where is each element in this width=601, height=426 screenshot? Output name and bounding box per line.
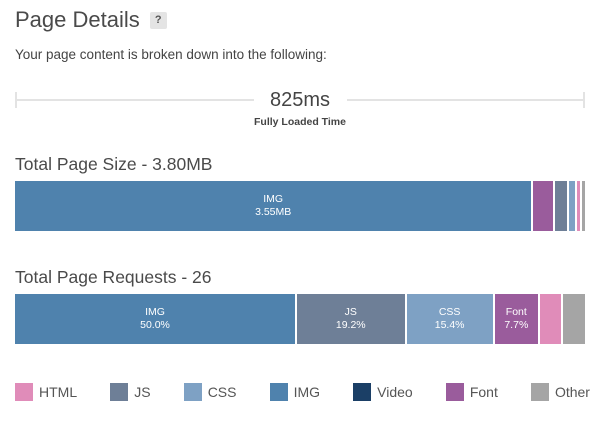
segment-css[interactable] [568, 181, 578, 231]
segment-value: 3.55MB [255, 206, 292, 218]
intro-text: Your page content is broken down into th… [15, 47, 327, 62]
legend-label: IMG [293, 384, 321, 400]
legend-swatch [530, 383, 549, 401]
segment-label: IMG [145, 306, 165, 318]
segment-value: 19.2% [335, 319, 366, 331]
segment-js[interactable] [555, 181, 569, 231]
page-requests-title: Total Page Requests - 26 [15, 267, 212, 287]
segment-label: Font [505, 306, 527, 318]
page-details-header: Page Details ? [15, 6, 167, 34]
legend-item-other: Other [530, 383, 590, 401]
legend-swatch [110, 383, 129, 401]
legend-item-font: Font [445, 383, 498, 401]
content-type-legend: HTML JS CSS IMG Video Font Other [15, 383, 590, 401]
segment-img[interactable]: IMG 3.55MB [15, 181, 534, 231]
fully-loaded-time-label: Fully Loaded Time [254, 116, 346, 128]
segment-value: 7.7% [504, 319, 529, 331]
legend-item-html: HTML [15, 383, 77, 401]
legend-swatch [15, 383, 33, 401]
legend-item-video: Video [353, 383, 413, 401]
help-button[interactable]: ? [149, 11, 167, 29]
segment-value: 15.4% [434, 319, 465, 331]
segment-html[interactable] [577, 181, 583, 231]
legend-swatch [183, 383, 202, 401]
legend-swatch [353, 383, 372, 401]
segment-img[interactable]: IMG 50.0% [15, 294, 297, 344]
page-size-bar: IMG 3.55MB [15, 181, 585, 231]
timeline-end-cap [583, 92, 585, 108]
legend-item-js: JS [110, 383, 151, 401]
segment-label: JS [344, 306, 357, 318]
timeline-line-left [15, 99, 254, 101]
segment-js[interactable]: JS 19.2% [297, 294, 407, 344]
segment-font[interactable] [533, 181, 556, 231]
legend-label: JS [134, 384, 151, 400]
page-requests-bar: IMG 50.0% JS 19.2% CSS 15.4% Font 7.7% [15, 294, 585, 344]
segment-other[interactable] [563, 294, 585, 344]
legend-label: HTML [39, 384, 78, 400]
fully-loaded-timeline: 825ms [15, 88, 585, 112]
segment-font[interactable]: Font 7.7% [494, 294, 540, 344]
segment-value: 50.0% [140, 319, 170, 331]
fully-loaded-time-value: 825ms [269, 89, 331, 111]
legend-label: Font [469, 384, 498, 400]
page-title: Page Details [15, 7, 140, 32]
segment-label: IMG [263, 193, 284, 205]
segment-html[interactable] [539, 294, 564, 344]
segment-other[interactable] [582, 181, 585, 231]
legend-label: Other [554, 384, 590, 400]
timeline-line-right [347, 99, 585, 101]
page-size-title: Total Page Size - 3.80MB [15, 154, 213, 174]
segment-label: CSS [438, 306, 461, 318]
segment-css[interactable]: CSS 15.4% [406, 294, 495, 344]
legend-item-img: IMG [269, 383, 321, 401]
legend-item-css: CSS [183, 383, 237, 401]
legend-label: Video [377, 384, 413, 400]
legend-swatch [445, 383, 464, 401]
legend-swatch [269, 383, 288, 401]
legend-label: CSS [207, 384, 237, 400]
